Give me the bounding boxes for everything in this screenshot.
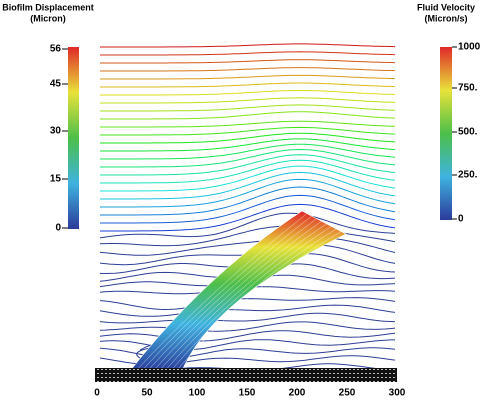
left-tick-label: 0: [55, 223, 61, 234]
streamline: [99, 297, 396, 311]
streamline: [99, 225, 396, 247]
streamline: [100, 132, 396, 144]
streamline: [99, 321, 396, 332]
x-tick-label: 100: [189, 388, 206, 399]
mesh-line: [176, 231, 342, 372]
streamline: [99, 304, 396, 317]
mesh-line: [152, 221, 322, 372]
streamline: [100, 120, 396, 128]
x-tick-label: 250: [339, 388, 356, 399]
left-tick-label: 15: [50, 174, 62, 185]
streamline: [100, 97, 396, 104]
streamline: [99, 312, 396, 324]
streamline: [100, 143, 396, 160]
mesh-line: [158, 223, 327, 372]
streamline: [100, 194, 396, 224]
streamline: [100, 165, 396, 192]
right-tick-label: 0: [458, 214, 464, 225]
mesh-line: [147, 218, 317, 372]
mesh-line: [141, 215, 312, 372]
streamline: [100, 186, 396, 216]
right-tick-label: 250.: [458, 170, 478, 181]
mesh-line: [135, 213, 308, 372]
streamline: [100, 159, 396, 184]
mesh-line: [170, 228, 337, 372]
left-tick-label: 30: [50, 126, 62, 137]
x-tick-label: 200: [289, 388, 306, 399]
right-tick-label: 500.: [458, 127, 478, 138]
streamline: [100, 203, 396, 232]
left-colorbar-title: Biofilm Displacement: [2, 2, 94, 12]
streamline: [100, 43, 396, 48]
right-tick-label: 1000: [458, 42, 481, 53]
right-colorbar-title: Fluid Velocity: [417, 2, 475, 12]
right-tick-label: 750.: [458, 83, 478, 94]
substrate-mesh: [95, 368, 397, 382]
left-colorbar: [68, 47, 79, 229]
mesh-line: [164, 226, 332, 372]
streamlines: [99, 43, 396, 372]
streamline: [100, 67, 396, 72]
streamline: [99, 212, 396, 239]
streamline: [100, 148, 396, 168]
streamline: [99, 236, 396, 256]
streamline: [100, 154, 396, 176]
left-tick-label: 45: [50, 79, 62, 90]
streamline: [100, 104, 396, 112]
x-tick-label: 50: [141, 388, 153, 399]
streamline: [100, 59, 396, 64]
streamline: [100, 178, 396, 208]
streamline: [100, 111, 396, 120]
left-colorbar-unit: (Micron): [30, 13, 66, 23]
streamline: [100, 171, 396, 200]
streamline: [100, 82, 396, 88]
x-tick-label: 300: [389, 388, 406, 399]
streamline: [100, 90, 396, 96]
biofilm-mesh: [135, 213, 342, 372]
streamline: [100, 126, 396, 136]
x-tick-label: 150: [239, 388, 256, 399]
right-colorbar: [440, 47, 452, 220]
streamline: [100, 51, 396, 56]
streamline: [100, 74, 396, 80]
x-tick-label: 0: [94, 388, 100, 399]
streamline: [99, 330, 396, 342]
streamline: [100, 138, 396, 152]
right-colorbar-unit: (Micron/s): [424, 13, 467, 23]
left-tick-label: 56: [50, 44, 62, 55]
